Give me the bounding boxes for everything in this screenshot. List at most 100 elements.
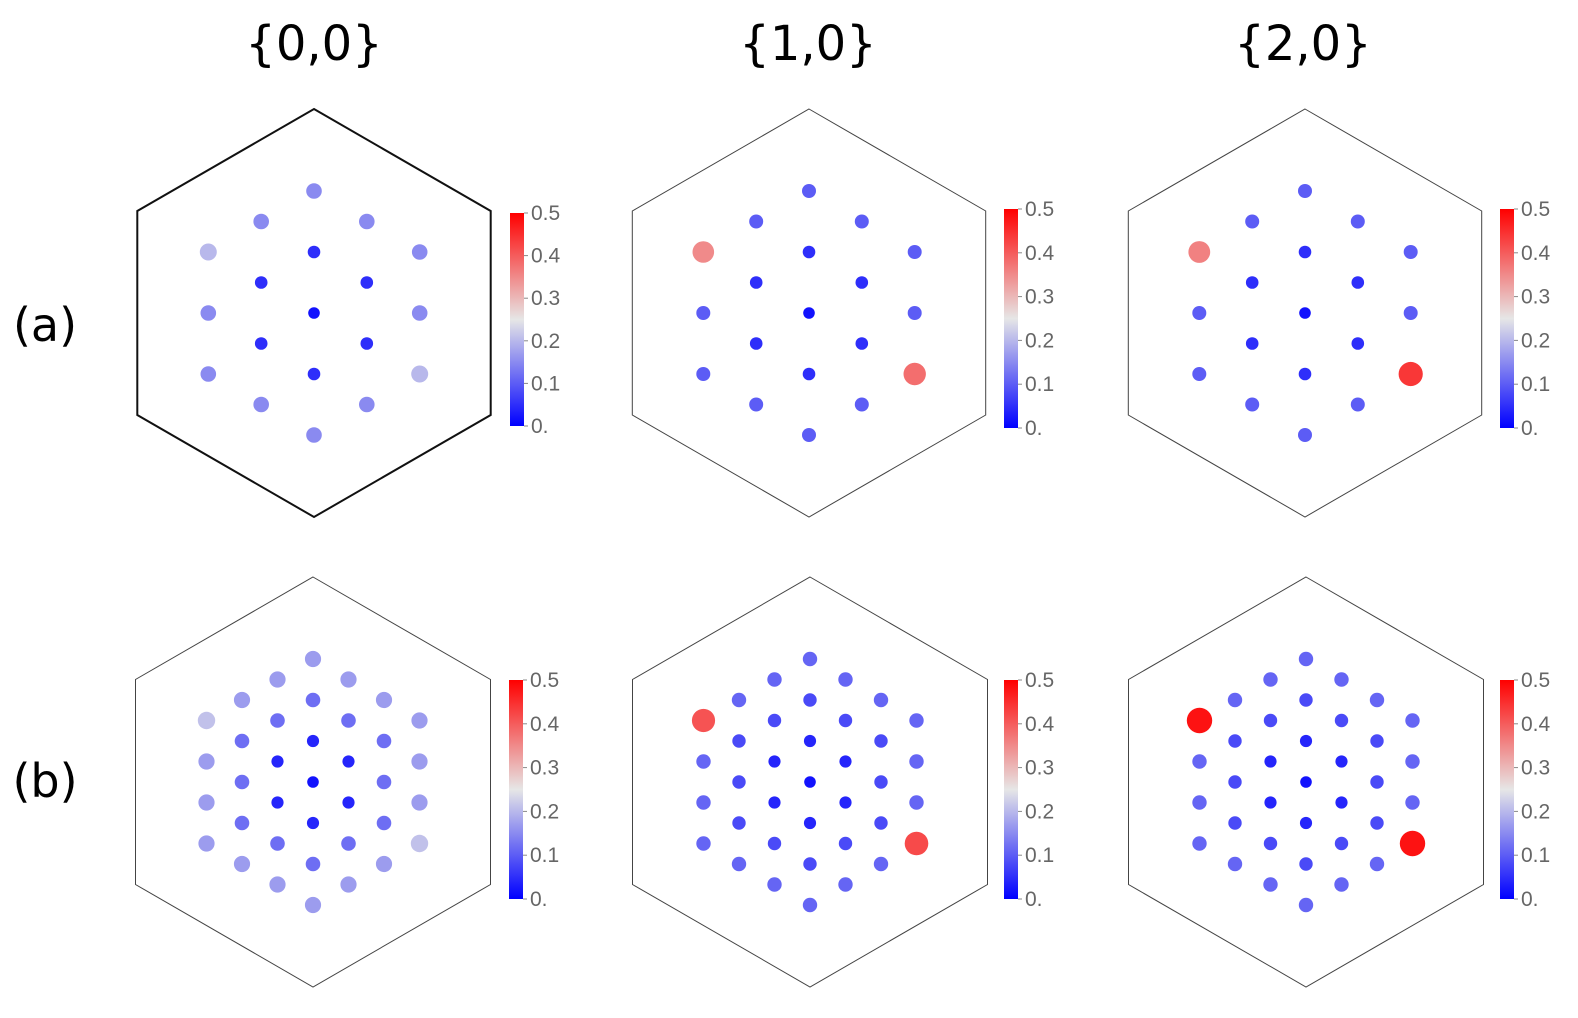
data-point	[340, 876, 357, 893]
data-point	[767, 836, 782, 851]
colorbar-tick-label: 0.5	[1521, 198, 1550, 221]
data-point	[1228, 816, 1242, 830]
data-point	[1192, 367, 1207, 381]
data-point	[342, 755, 355, 768]
data-point	[1369, 856, 1385, 872]
column-title-0: {0,0}	[245, 16, 382, 72]
data-point	[198, 835, 215, 852]
data-point	[855, 276, 869, 289]
data-point	[803, 857, 817, 871]
data-point	[1245, 397, 1260, 412]
data-point	[768, 755, 781, 768]
data-point	[307, 245, 321, 259]
panel-3: 0. 0.1 0.2 0.3 0.4 0.5	[135, 576, 560, 988]
data-point	[1405, 713, 1420, 728]
data-point	[803, 307, 815, 319]
data-point	[1370, 816, 1384, 830]
data-point	[198, 753, 215, 770]
data-point	[1227, 692, 1243, 708]
data-point	[341, 836, 356, 851]
colorbar-tick-label: 0.3	[1521, 757, 1550, 780]
data-point	[692, 241, 715, 263]
colorbar-tick-label: 0.2	[1521, 329, 1550, 352]
data-point	[854, 214, 869, 229]
colorbar-tick-label: 0.1	[531, 372, 560, 395]
colorbar-tick-label: 0.1	[530, 844, 559, 867]
data-point	[696, 367, 711, 381]
data-point	[1299, 816, 1313, 830]
colorbar-tick-label: 0.3	[1521, 286, 1550, 309]
data-point	[1405, 795, 1420, 810]
data-point	[411, 753, 428, 770]
data-point	[200, 366, 217, 382]
colorbar-tick-label: 0.5	[530, 669, 559, 692]
data-point	[411, 365, 429, 383]
data-point	[234, 733, 250, 749]
data-point	[1298, 651, 1314, 667]
data-point	[803, 816, 817, 830]
data-point	[359, 396, 375, 413]
data-point	[1298, 428, 1312, 442]
data-point	[803, 734, 817, 748]
data-point	[749, 337, 763, 350]
data-point	[1335, 796, 1348, 809]
data-point	[359, 213, 375, 230]
colorbar-tick-label: 0.	[531, 415, 549, 438]
data-point	[360, 337, 374, 350]
data-point	[342, 796, 355, 809]
data-point	[305, 692, 321, 708]
data-point	[270, 836, 285, 851]
data-point	[198, 794, 215, 811]
colorbar-tick-label: 0.2	[1521, 800, 1550, 823]
data-point	[874, 734, 888, 748]
data-point	[1403, 245, 1418, 259]
colorbar	[1500, 209, 1514, 428]
data-point	[838, 836, 853, 851]
colorbar-tick-label: 0.3	[531, 287, 560, 310]
column-title-2: {2,0}	[1234, 16, 1371, 72]
data-point	[200, 305, 217, 321]
data-point	[1299, 307, 1311, 319]
data-point	[839, 755, 852, 768]
data-point	[1298, 367, 1312, 381]
data-point	[269, 876, 286, 893]
data-point	[749, 276, 763, 289]
data-point	[253, 213, 269, 230]
data-point	[854, 397, 869, 412]
colorbar-tick-label: 0.1	[1025, 373, 1054, 396]
colorbar-tick-label: 0.	[1521, 888, 1539, 911]
data-point	[909, 754, 924, 769]
data-point	[341, 713, 356, 728]
data-point	[691, 708, 716, 733]
colorbar	[1500, 680, 1514, 899]
data-point	[1192, 795, 1207, 810]
column-title-1: {1,0}	[739, 16, 876, 72]
data-point	[1334, 877, 1349, 892]
data-point	[1264, 755, 1277, 768]
hexagon-boundary	[1128, 576, 1484, 988]
data-point	[1228, 775, 1242, 789]
panel-0: 0. 0.1 0.2 0.3 0.4 0.5	[136, 107, 561, 519]
data-point	[411, 305, 428, 321]
data-point	[376, 733, 392, 749]
data-point	[767, 877, 782, 892]
data-point	[1227, 856, 1243, 872]
data-point	[307, 367, 321, 381]
data-point	[411, 712, 428, 729]
data-point	[306, 816, 320, 830]
data-point	[732, 816, 746, 830]
data-point	[1299, 857, 1313, 871]
data-point	[802, 428, 816, 442]
data-point	[838, 672, 853, 687]
colorbar-tick-label: 0.3	[530, 757, 559, 780]
data-point	[907, 306, 922, 320]
data-point	[1263, 713, 1278, 728]
data-point	[1335, 755, 1348, 768]
hexagon-boundary	[135, 576, 491, 988]
row-label-a: (a)	[13, 298, 77, 352]
data-point	[1188, 241, 1211, 263]
data-point	[749, 214, 764, 229]
data-point	[1192, 306, 1207, 320]
hexagon-boundary	[631, 108, 987, 518]
data-point	[907, 245, 922, 259]
